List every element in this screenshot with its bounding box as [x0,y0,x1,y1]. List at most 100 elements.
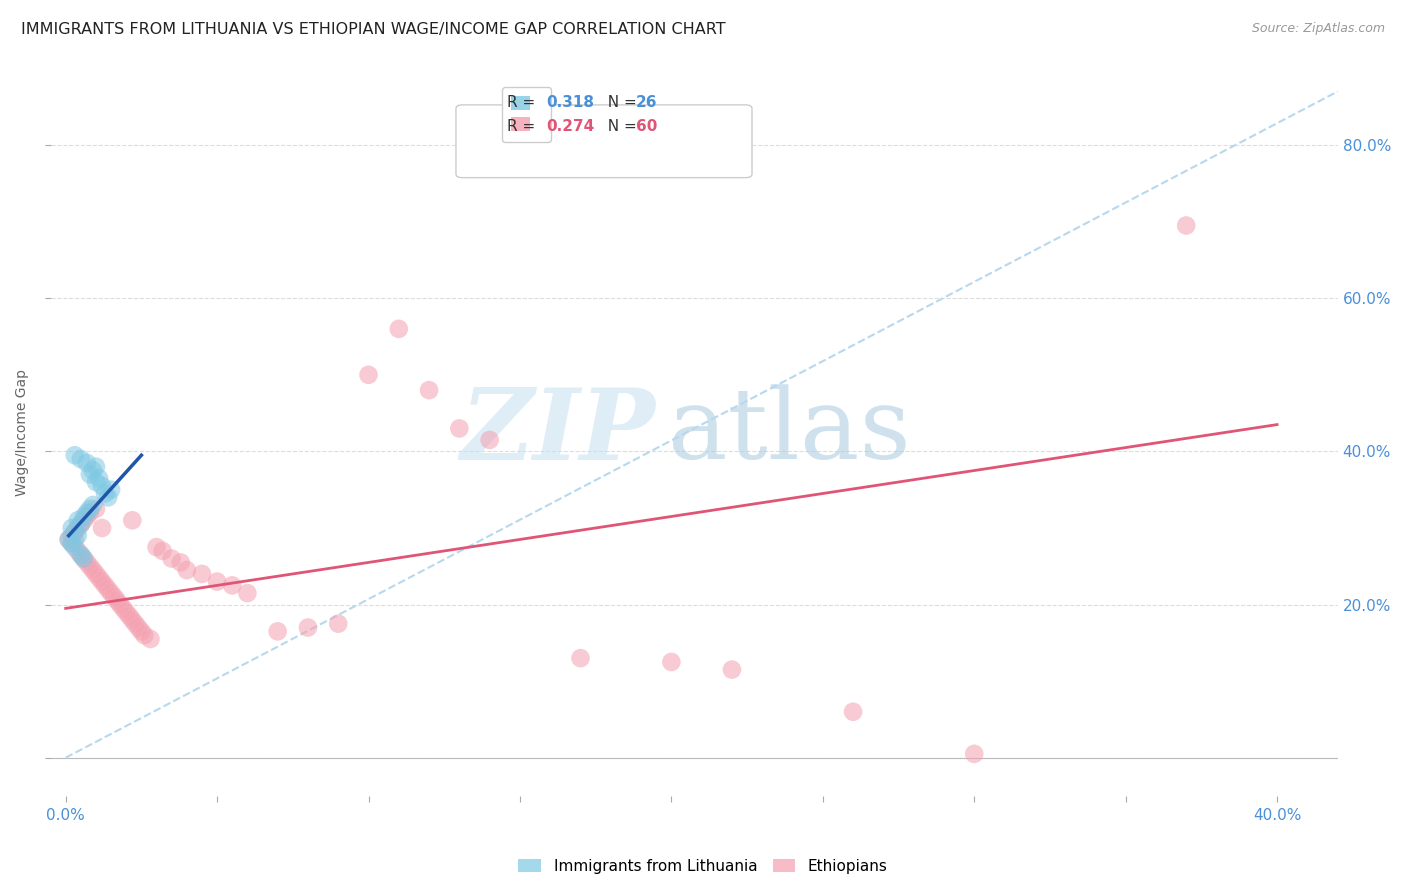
Text: R =: R = [508,95,540,111]
Point [963,747,986,761]
Point [139,632,162,646]
Point [84,459,107,474]
Text: Source: ZipAtlas.com: Source: ZipAtlas.com [1251,22,1385,36]
Point [121,513,143,527]
Point [76,509,98,524]
Legend: , : , [502,87,551,142]
Point [87,471,110,485]
Point [121,613,143,627]
Text: IMMIGRANTS FROM LITHUANIA VS ETHIOPIAN WAGE/INCOME GAP CORRELATION CHART: IMMIGRANTS FROM LITHUANIA VS ETHIOPIAN W… [21,22,725,37]
Point [69,517,91,532]
Point [842,705,865,719]
Point [94,578,117,592]
Point [127,620,149,634]
Point [266,624,288,639]
Point [63,524,86,539]
Point [69,517,91,532]
Point [103,590,125,604]
Text: 0.274: 0.274 [546,120,595,134]
Point [170,556,193,570]
Point [79,467,101,482]
Point [60,536,83,550]
Point [388,322,411,336]
Text: 0.318: 0.318 [546,95,595,111]
Point [66,521,89,535]
Point [124,616,146,631]
Point [58,533,80,547]
Point [60,536,83,550]
Point [66,513,89,527]
Point [478,433,501,447]
Point [63,524,86,539]
Point [63,448,86,462]
Point [73,551,96,566]
Point [418,383,440,397]
Point [131,624,153,639]
Point [82,563,104,577]
Point [84,475,107,489]
Text: N =: N = [598,120,641,134]
Point [73,513,96,527]
Point [91,521,114,535]
Point [79,559,101,574]
Point [91,574,114,589]
Point [297,620,319,634]
Legend: Immigrants from Lithuania, Ethiopians: Immigrants from Lithuania, Ethiopians [512,853,894,880]
Point [152,544,174,558]
Point [328,616,350,631]
Text: 60: 60 [636,120,658,134]
Point [191,566,214,581]
Point [91,479,114,493]
Point [84,501,107,516]
Point [73,509,96,524]
Point [236,586,259,600]
Point [1175,219,1198,233]
Text: R =: R = [508,120,540,134]
Point [87,571,110,585]
Point [60,521,83,535]
Point [97,582,120,597]
Point [82,498,104,512]
Point [134,628,156,642]
FancyBboxPatch shape [456,105,752,178]
Point [100,586,122,600]
Text: ZIP: ZIP [461,384,655,481]
Point [76,556,98,570]
Point [115,605,138,619]
Y-axis label: Wage/Income Gap: Wage/Income Gap [15,368,30,496]
Point [66,544,89,558]
Point [82,464,104,478]
Point [63,540,86,554]
Point [449,421,471,435]
Point [112,601,135,615]
Point [69,548,91,562]
Point [79,501,101,516]
Text: N =: N = [598,95,641,111]
Point [79,506,101,520]
Point [69,548,91,562]
Point [97,491,120,505]
Point [145,540,167,554]
Point [176,563,198,577]
Text: 26: 26 [636,95,658,111]
Point [221,578,243,592]
Point [84,566,107,581]
Point [205,574,228,589]
Point [357,368,380,382]
Point [66,528,89,542]
Point [94,486,117,500]
Point [721,663,744,677]
Point [58,533,80,547]
Point [118,609,141,624]
Point [60,528,83,542]
Text: atlas: atlas [668,384,911,480]
Point [105,593,128,607]
Point [160,551,183,566]
Point [63,533,86,547]
Point [569,651,592,665]
Point [100,483,122,497]
Point [73,551,96,566]
Point [661,655,683,669]
Point [76,456,98,470]
Point [76,506,98,520]
